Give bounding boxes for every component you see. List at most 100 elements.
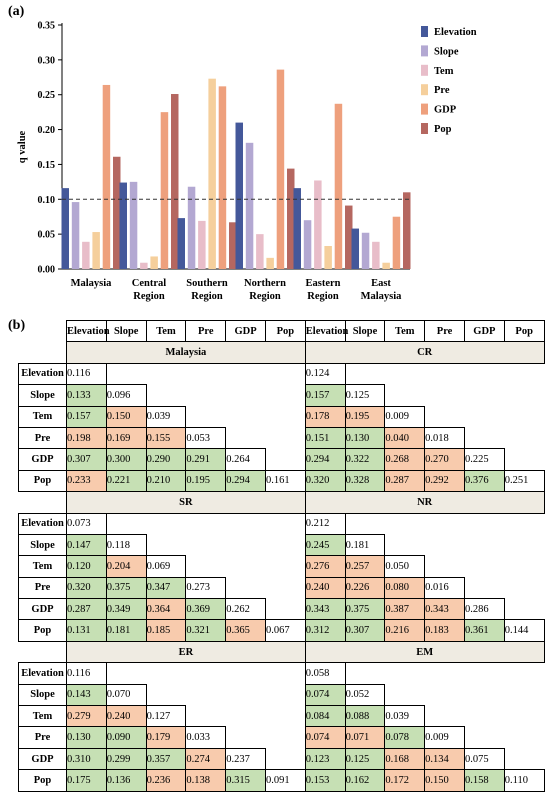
- q-cell: 0.236: [145, 769, 187, 792]
- q-cell: 0.276: [304, 555, 346, 578]
- empty-cell: [146, 663, 186, 684]
- q-cell: 0.110: [503, 769, 545, 792]
- empty-cell: [186, 513, 226, 534]
- legend-swatch-pre: [421, 84, 428, 96]
- y-tick-label: 0.20: [38, 125, 56, 136]
- table-row: Pop 0.175 0.136 0.236 0.138 0.315 0.091 0.153 0.…: [18, 769, 545, 792]
- q-cell: 0.369: [185, 598, 227, 621]
- bar-elevation-4: [293, 188, 301, 269]
- row-label-pop: Pop: [18, 619, 67, 642]
- q-cell: 0.096: [105, 384, 147, 407]
- q-cell: 0.009: [424, 726, 465, 749]
- empty-cell: [504, 577, 544, 598]
- q-cell: 0.221: [105, 469, 147, 493]
- q-cell: 0.069: [145, 555, 187, 578]
- bar-elevation-3: [235, 122, 243, 269]
- q-cell: 0.118: [105, 533, 147, 557]
- empty-cell: [385, 534, 425, 555]
- empty-cell: [265, 385, 305, 406]
- q-cell: 0.287: [384, 469, 426, 493]
- corner-empty: [19, 321, 67, 342]
- column-header-slope: Slope: [105, 319, 147, 343]
- table-row: Tem 0.120 0.204 0.069 0.276 0.257 0.050: [18, 555, 545, 578]
- q-cell: 0.376: [463, 469, 505, 493]
- q-cell: 0.364: [145, 598, 187, 621]
- region-title-row: Malaysia CR: [19, 341, 545, 364]
- empty-cell: [504, 513, 544, 534]
- q-cell: 0.091: [264, 769, 306, 792]
- bar-slope-1: [129, 181, 138, 269]
- empty-cell: [226, 706, 266, 727]
- y-tick-label: 0.05: [38, 230, 56, 241]
- empty-cell: [226, 534, 266, 555]
- table-row: Pop 0.131 0.181 0.185 0.321 0.365 0.067 0.312 0.…: [18, 619, 545, 642]
- column-header-gdp: GDP: [225, 319, 266, 343]
- q-cell: 0.343: [424, 598, 465, 621]
- legend-label-slope: Slope: [434, 46, 459, 57]
- q-cell: 0.039: [384, 705, 426, 728]
- row-label-gdp: GDP: [18, 747, 67, 771]
- q-cell: 0.262: [225, 598, 266, 621]
- table-row: Slope 0.147 0.118 0.245 0.181: [18, 533, 545, 557]
- bar-tem-0: [82, 241, 90, 269]
- title-spacer: [19, 492, 67, 513]
- bar-pop-2: [229, 222, 237, 269]
- q-cell: 0.273: [185, 576, 227, 600]
- q-cell: 0.161: [264, 469, 306, 493]
- region-title-em: EM: [304, 640, 545, 664]
- bar-gdp-4: [334, 103, 343, 269]
- q-cell: 0.124: [304, 362, 346, 386]
- q-cell: 0.287: [66, 598, 107, 621]
- title-spacer: [19, 342, 67, 363]
- empty-cell: [345, 363, 385, 384]
- interaction-matrix-table: Elevation Slope Tem Pre GDP Pop Elevation Slope…: [18, 319, 545, 792]
- table-row: Pre 0.320 0.375 0.347 0.273 0.240 0.226 0.080 0.…: [18, 576, 545, 600]
- empty-cell: [464, 577, 504, 598]
- q-cell: 0.291: [185, 448, 227, 471]
- q-cell: 0.310: [66, 747, 107, 771]
- q-cell: 0.116: [66, 662, 107, 685]
- empty-cell: [504, 748, 544, 769]
- legend-label-elevation: Elevation: [434, 27, 477, 38]
- bar-pre-1: [150, 256, 158, 269]
- column-header-tem: Tem: [384, 319, 426, 343]
- column-header-elevation: Elevation: [304, 319, 348, 343]
- bar-gdp-3: [276, 69, 285, 269]
- empty-cell: [265, 663, 305, 684]
- empty-cell: [146, 385, 186, 406]
- column-header-pre: Pre: [185, 319, 227, 343]
- q-cell: 0.134: [424, 747, 465, 771]
- q-cell: 0.322: [344, 448, 386, 471]
- q-cell: 0.150: [424, 769, 465, 792]
- row-label-tem: Tem: [18, 555, 67, 578]
- q-cell: 0.123: [304, 747, 346, 771]
- empty-cell: [464, 684, 504, 705]
- legend-swatch-slope: [421, 45, 428, 57]
- q-cell: 0.131: [66, 619, 107, 642]
- bar-pre-0: [92, 232, 100, 269]
- empty-cell: [226, 577, 266, 598]
- q-cell: 0.067: [264, 619, 306, 642]
- bar-pop-1: [171, 94, 179, 269]
- empty-cell: [186, 406, 226, 427]
- bar-chart: 0.00 0.05 0.10 0.15 0.20 0.25 0.30 0.35 q value M…: [17, 21, 477, 303]
- empty-cell: [265, 534, 305, 555]
- bar-gdp-2: [218, 86, 227, 269]
- empty-cell: [106, 513, 146, 534]
- empty-cell: [186, 385, 226, 406]
- q-cell: 0.387: [384, 598, 426, 621]
- empty-cell: [425, 663, 465, 684]
- q-cell: 0.320: [304, 469, 346, 493]
- q-cell: 0.053: [185, 426, 227, 450]
- column-header-gdp: GDP: [463, 319, 505, 343]
- q-cell: 0.270: [424, 448, 465, 471]
- q-cell: 0.343: [304, 598, 346, 621]
- empty-cell: [385, 663, 425, 684]
- empty-cell: [504, 663, 544, 684]
- empty-cell: [226, 427, 266, 448]
- q-cell: 0.071: [344, 726, 386, 749]
- q-cell: 0.204: [105, 555, 147, 578]
- bar-elevation-5: [351, 228, 359, 269]
- empty-cell: [425, 684, 465, 705]
- title-spacer: [19, 641, 67, 662]
